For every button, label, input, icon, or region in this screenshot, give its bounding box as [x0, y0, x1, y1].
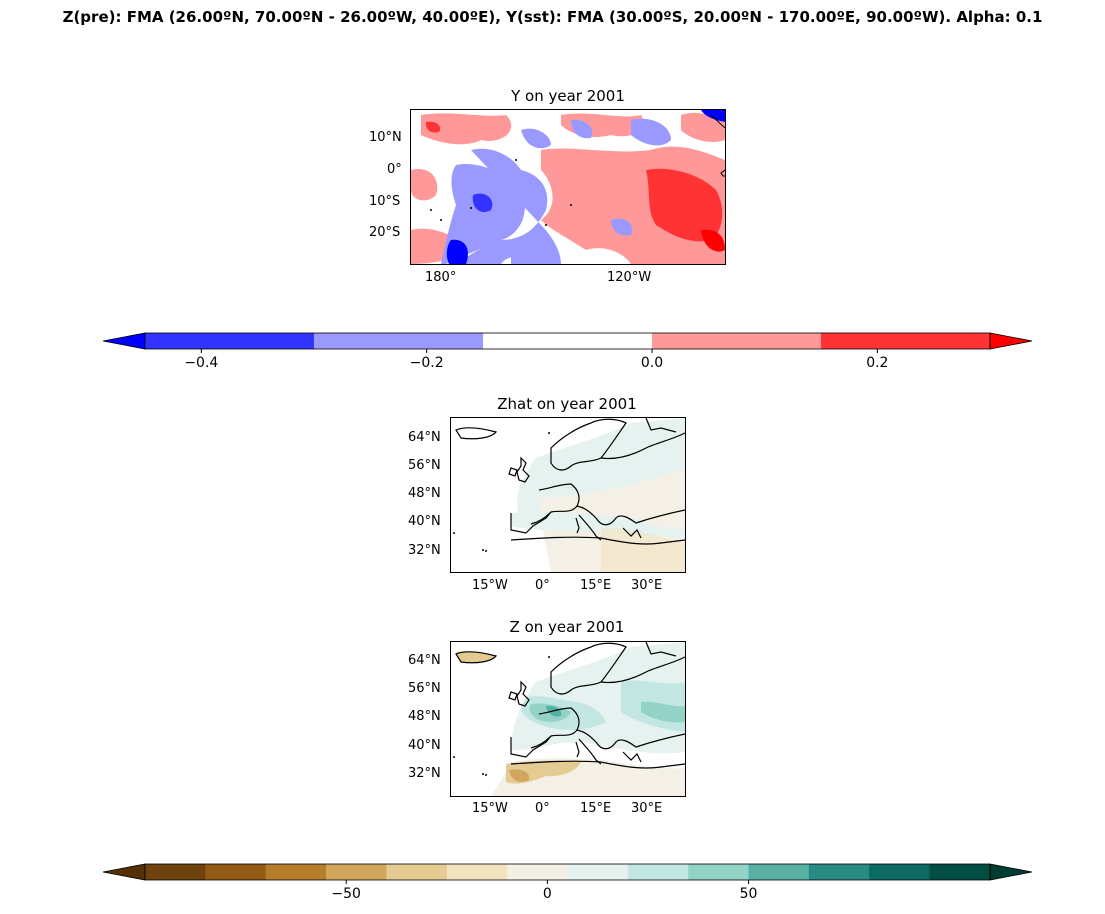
sst-colorbar-tick-label: −0.2: [409, 355, 444, 371]
pre-colorbar-extend-low: [102, 863, 146, 881]
map-zhat-precip: [450, 417, 686, 573]
z-lon-tick-2: 15°E: [580, 801, 612, 816]
colorbar-pre: [102, 863, 1033, 884]
panel-z-title: Z on year 2001: [509, 618, 625, 636]
sst-colorbar-swatch-2: [483, 333, 653, 349]
z-lat-tick-1: 56°N: [408, 681, 441, 696]
y-lat-tick-1: 0°: [387, 162, 402, 177]
y-lon-tick-1: 120°W: [607, 270, 652, 285]
pre-colorbar-swatch-9: [688, 864, 750, 880]
pre-colorbar-swatch-1: [205, 864, 267, 880]
pre-colorbar-swatch-0: [145, 864, 206, 880]
z-lat-tick-4: 32°N: [408, 766, 441, 781]
panel-zhat-title: Zhat on year 2001: [497, 395, 637, 413]
y-lat-tick-2: 10°S: [369, 194, 401, 209]
zhat-lat-tick-1: 56°N: [408, 458, 441, 473]
sst-colorbar-tick-label: 0.2: [866, 355, 889, 371]
zhat-lon-tick-2: 15°E: [580, 578, 612, 593]
pre-colorbar-swatch-7: [567, 864, 629, 880]
z-lat-tick-2: 48°N: [408, 709, 441, 724]
zhat-lat-tick-2: 48°N: [408, 486, 441, 501]
pre-colorbar-tick-label: 0: [542, 886, 552, 902]
z-lon-tick-0: 15°W: [472, 801, 508, 816]
z-lon-tick-3: 30°E: [631, 801, 663, 816]
y-lat-tick-3: 20°S: [369, 225, 401, 240]
y-lat-tick-0: 10°N: [369, 130, 402, 145]
pre-colorbar-tick-label: −50: [331, 886, 361, 902]
map-y-sst: [410, 109, 726, 265]
sst-colorbar-swatch-1: [314, 333, 484, 349]
sst-colorbar-swatch-0: [145, 333, 315, 349]
pre-colorbar-extend-high: [989, 863, 1033, 881]
pre-colorbar-swatch-13: [929, 864, 991, 880]
pre-colorbar-swatch-4: [386, 864, 448, 880]
pre-colorbar-swatch-6: [507, 864, 568, 880]
zhat-lat-tick-4: 32°N: [408, 543, 441, 558]
pre-colorbar-swatch-2: [265, 864, 327, 880]
sst-colorbar-extend-high: [989, 332, 1033, 350]
pre-colorbar-swatch-12: [869, 864, 931, 880]
z-lat-tick-3: 40°N: [408, 738, 441, 753]
zhat-lat-tick-3: 40°N: [408, 514, 441, 529]
map-z-precip: [450, 641, 686, 797]
figure-suptitle: Z(pre): FMA (26.00ºN, 70.00ºN - 26.00ºW,…: [62, 8, 1043, 26]
pre-colorbar-swatch-5: [446, 864, 508, 880]
z-lat-tick-0: 64°N: [408, 653, 441, 668]
pre-colorbar-swatch-3: [326, 864, 387, 880]
y-lon-tick-0: 180°: [425, 270, 457, 285]
pre-colorbar-swatch-10: [748, 864, 810, 880]
sst-colorbar-extend-low: [102, 332, 146, 350]
z-lon-tick-1: 0°: [535, 801, 550, 816]
zhat-lon-tick-0: 15°W: [472, 578, 508, 593]
colorbar-sst: [102, 332, 1033, 353]
zhat-lat-tick-0: 64°N: [408, 430, 441, 445]
zhat-lon-tick-3: 30°E: [631, 578, 663, 593]
pre-colorbar-tick-label: 50: [739, 886, 758, 902]
sst-colorbar-swatch-3: [652, 333, 822, 349]
pre-colorbar-swatch-8: [627, 864, 689, 880]
sst-colorbar-tick-label: −0.4: [184, 355, 219, 371]
pre-colorbar-swatch-11: [808, 864, 870, 880]
sst-colorbar-swatch-4: [821, 333, 991, 349]
sst-colorbar-tick-label: 0.0: [640, 355, 664, 371]
zhat-lon-tick-1: 0°: [535, 578, 550, 593]
panel-y-title: Y on year 2001: [511, 87, 625, 105]
